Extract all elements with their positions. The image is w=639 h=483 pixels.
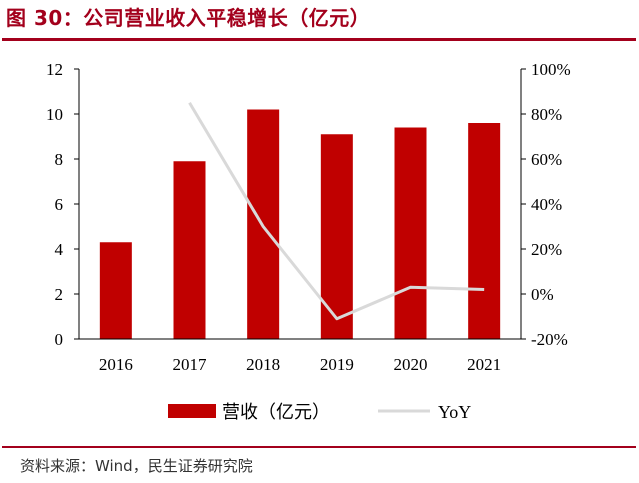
right-tick-label: 100% — [531, 60, 571, 79]
right-tick-label: 40% — [531, 195, 562, 214]
left-tick-label: 2 — [55, 285, 64, 304]
left-tick-label: 12 — [46, 60, 63, 79]
bar-2016 — [99, 242, 132, 339]
footer-rule — [2, 446, 636, 448]
yoy-line — [188, 101, 485, 321]
left-tick-label: 6 — [55, 195, 64, 214]
legend-label-revenue: 营收（亿元） — [222, 402, 330, 422]
right-tick-label: 20% — [531, 240, 562, 259]
left-axis-ticks: 0 2 4 6 8 10 12 — [46, 60, 79, 349]
bar-2020 — [394, 127, 427, 339]
right-tick-label: -20% — [531, 330, 568, 349]
left-tick-label: 10 — [46, 105, 63, 124]
left-tick-label: 0 — [55, 330, 64, 349]
figure-title: 图 30：公司营业收入平稳增长（亿元） — [6, 6, 371, 30]
bar-2021 — [468, 123, 501, 339]
bar-2019 — [320, 134, 353, 339]
bar-series — [99, 109, 501, 339]
right-tick-label: 60% — [531, 150, 562, 169]
x-tick-label: 2018 — [246, 355, 280, 374]
left-tick-label: 8 — [55, 150, 64, 169]
right-tick-label: 80% — [531, 105, 562, 124]
x-tick-label: 2021 — [467, 355, 501, 374]
right-tick-label: 0% — [531, 285, 554, 304]
legend-label-yoy: YoY — [438, 402, 471, 422]
left-tick-label: 4 — [55, 240, 64, 259]
line-series — [188, 101, 485, 321]
right-axis-ticks: -20% 0% 20% 40% 60% 80% 100% — [521, 60, 571, 349]
x-tick-label: 2017 — [173, 355, 208, 374]
source-note: 资料来源：Wind，民生证券研究院 — [20, 457, 253, 475]
bar-2017 — [173, 161, 206, 339]
x-tick-label: 2019 — [320, 355, 354, 374]
legend: 营收（亿元） YoY — [168, 402, 471, 422]
title-rule — [2, 38, 636, 41]
chart-axes — [78, 69, 522, 340]
x-tick-label: 2016 — [99, 355, 133, 374]
x-axis-ticks: 2016 2017 2018 2019 2020 2021 — [99, 355, 501, 374]
x-tick-label: 2020 — [394, 355, 428, 374]
legend-swatch-bar — [168, 404, 216, 418]
